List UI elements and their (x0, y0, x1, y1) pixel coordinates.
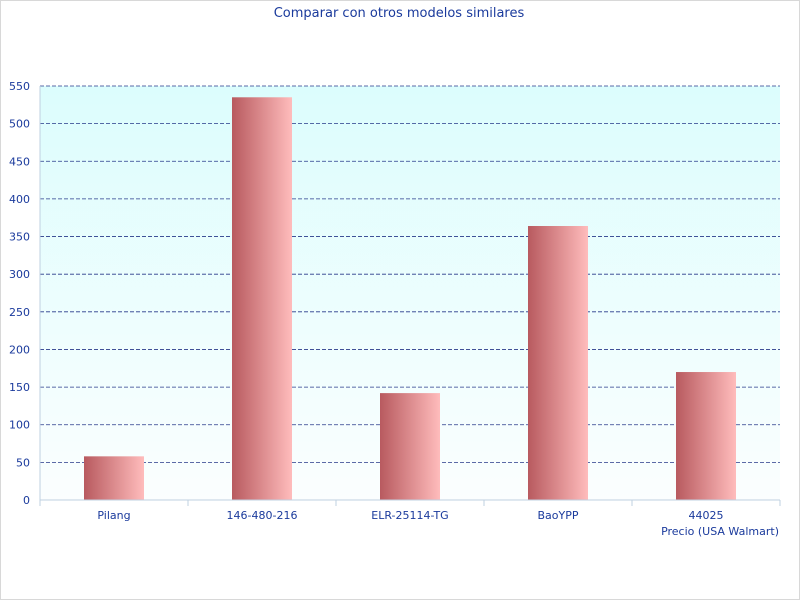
x-tick-label: ELR-25114-TG (371, 509, 448, 522)
y-tick-label: 250 (9, 306, 30, 319)
y-tick-label: 0 (23, 494, 30, 507)
x-axis-ticks: Pilang 146-480-216 ELR-25114-TG BaoYPP 44025 (97, 509, 723, 522)
bar (84, 456, 144, 500)
x-tick-label: 146-480-216 (227, 509, 298, 522)
y-tick-label: 50 (16, 456, 30, 469)
chart-title: Comparar con otros modelos similares (274, 6, 525, 21)
axes (39, 86, 781, 506)
bars (84, 97, 736, 501)
x-tick-label: BaoYPP (537, 509, 578, 522)
bar (380, 393, 440, 500)
y-tick-label: 550 (9, 80, 30, 93)
y-tick-label: 450 (9, 155, 30, 168)
bar (676, 372, 736, 500)
x-tick-label: Pilang (97, 509, 130, 522)
y-tick-label: 300 (9, 268, 30, 281)
y-tick-label: 350 (9, 231, 30, 244)
y-tick-label: 500 (9, 118, 30, 131)
bar (528, 226, 588, 501)
x-tick-label: 44025 (689, 509, 724, 522)
x-axis-label: Precio (USA Walmart) (661, 525, 779, 538)
y-tick-label: 400 (9, 193, 30, 206)
bar (232, 97, 292, 501)
y-tick-label: 200 (9, 343, 30, 356)
y-tick-label: 100 (9, 419, 30, 432)
y-axis-ticks: 0 50 100 150 200 250 300 350 400 450 500 550 (9, 80, 30, 507)
y-tick-label: 150 (9, 381, 30, 394)
